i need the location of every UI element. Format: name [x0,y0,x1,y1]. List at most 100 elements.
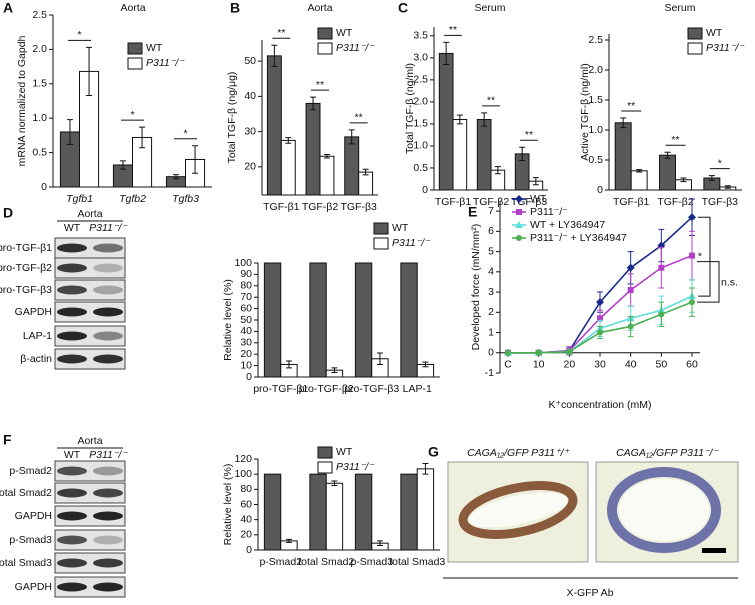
y-axis-label: Total TGF-β (ng/ml) [404,63,416,154]
lane-label: P311⁻/⁻ [89,449,128,461]
lane-label: WT [64,449,81,461]
error-bar [519,146,526,161]
y-tick-label: 2.0 [32,43,47,55]
blot-row-label: GAPDH [15,510,52,522]
vessel-ring [458,481,578,539]
significance-bracket [697,261,720,303]
bar [280,139,296,196]
x-tick-label: TGF-β2 [657,196,694,208]
chart-title: Aorta [307,2,332,14]
y-tick-label: 20 [240,348,252,360]
vessel-ring [607,467,721,553]
bar [266,55,282,196]
y-tick-label: 90 [240,268,252,280]
y-tick-label: 100 [234,468,252,480]
significance: ** [355,112,363,124]
marker [627,287,634,294]
error-bar [422,463,429,475]
bar [344,136,360,196]
y-tick-label: 0 [422,184,428,196]
error-bar [422,361,429,368]
y-tick-label: -1 [485,367,494,379]
lumen [469,492,567,528]
lumen [619,479,709,541]
bar [452,119,468,191]
y-tick-label: 2.5 [32,9,47,21]
y-tick-label: 50 [244,55,256,67]
error-bar [285,137,292,144]
y-tick-label: 50 [240,314,252,326]
blot-strip [54,482,126,504]
blot-band [93,307,123,317]
bar [438,52,454,191]
legend-swatch [317,461,333,474]
x-tick-label: TGF-β3 [340,201,377,213]
blot-band [93,558,123,568]
y-tick-label: 3.0 [413,52,428,64]
chart-title: Aorta [120,2,145,14]
y-tick-label: 20 [240,529,252,541]
error-bar [119,160,126,170]
y-tick-label: 40 [244,90,256,102]
error-bar [376,352,383,365]
blot-row-label: pro-TGF-β3 [0,284,52,296]
error-bar [285,360,292,369]
error-bar [348,129,355,145]
blot-row-label: p-Smad3 [9,534,52,546]
y-tick-label: 0 [597,184,603,196]
y-tick-label: 30 [240,337,252,349]
blot-strip [54,325,126,347]
blot-band [93,535,123,545]
bar [354,262,373,378]
legend-swatch [317,446,333,459]
panel-letter: E [468,204,477,220]
error-bar [636,169,643,173]
significance: * [130,109,134,121]
marker [505,349,511,356]
y-axis-label: Relative level (%) [222,464,234,546]
error-bar [708,175,715,181]
blot-band [57,535,87,545]
blot-band [57,307,87,317]
y-tick-label: 80 [240,280,252,292]
blot-strip [54,505,126,527]
chart-title: Serum [475,2,506,14]
bar [319,155,335,196]
y-tick-label: 0 [246,371,252,383]
marker [515,195,523,203]
legend-swatch [373,222,389,235]
y-tick-label: 70 [240,291,252,303]
blot-strip [54,529,126,551]
y-tick-label: 30 [244,125,256,137]
significance-bracket [698,216,711,297]
bar [659,154,676,191]
bar [305,102,321,196]
y-tick-label: 0 [488,347,494,359]
significance: ** [487,95,495,107]
blot-band [93,354,123,364]
y-tick-label: 1.5 [413,118,428,130]
legend-swatch [373,237,389,250]
marker [516,235,522,241]
blot-title: Aorta [77,435,102,447]
blot-band [93,285,123,295]
y-tick-label: 20 [244,161,256,173]
y-tick-label: 60 [240,302,252,314]
y-tick-label: 0 [246,544,252,556]
y-tick-label: 0.5 [413,162,428,174]
significance: ** [449,24,457,36]
bar [476,119,492,191]
y-tick-label: 2.0 [588,64,603,76]
legend-swatch [127,57,143,70]
y-axis-label: Active TGF-β (ng/ml) [579,63,591,160]
scale-bar [702,548,726,553]
x-tick-label: total Smad2 [298,556,354,568]
error-bar [376,540,383,546]
bar [309,262,327,378]
y-tick-label: 2 [488,306,494,318]
blot-band [57,582,87,592]
y-tick-label: 2.5 [413,74,428,86]
lane-label: P311⁻/⁻ [89,222,128,234]
blot-band [93,331,123,341]
chart-title: Serum [665,2,696,14]
